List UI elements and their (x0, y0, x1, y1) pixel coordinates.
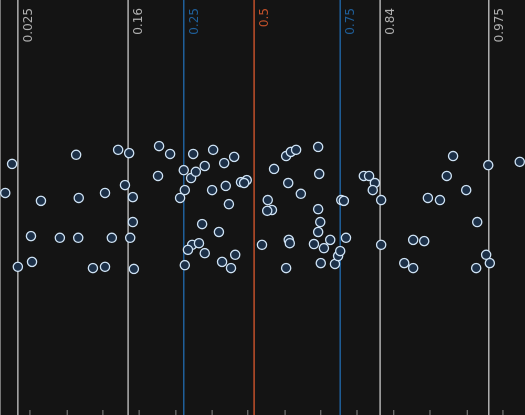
point (127, 191, 139, 203)
point (72, 232, 84, 244)
point (119, 179, 131, 191)
point (0, 187, 11, 199)
point (106, 232, 118, 244)
point (407, 234, 419, 246)
point (179, 184, 191, 196)
point (229, 249, 241, 261)
point (484, 257, 496, 269)
point (375, 194, 387, 206)
point (199, 160, 210, 172)
quantile-label: 0.25 (187, 8, 201, 35)
point (312, 226, 324, 238)
point (314, 216, 326, 228)
point (6, 158, 18, 170)
point (324, 234, 336, 246)
point (262, 194, 273, 206)
point (190, 166, 202, 178)
point (418, 235, 430, 247)
point (367, 184, 378, 196)
quantile-label: 0.16 (131, 8, 145, 35)
point (112, 144, 124, 156)
point (164, 148, 176, 160)
point (312, 141, 324, 153)
point (471, 216, 483, 228)
point (284, 237, 296, 249)
point (313, 168, 325, 180)
point (312, 203, 324, 215)
point (256, 239, 268, 251)
point (196, 218, 208, 230)
point (398, 257, 410, 269)
point (482, 159, 494, 171)
point (441, 170, 453, 182)
point (35, 195, 47, 207)
point (514, 156, 525, 168)
point (261, 205, 273, 217)
point (308, 238, 320, 250)
point (12, 261, 24, 273)
point (207, 144, 219, 156)
point (70, 149, 82, 161)
point (54, 232, 66, 244)
point (73, 192, 85, 204)
point (216, 256, 228, 268)
point (434, 194, 446, 206)
point (179, 259, 191, 271)
point (123, 147, 135, 159)
point (206, 184, 218, 196)
point (318, 242, 330, 254)
point (187, 148, 199, 160)
point (375, 239, 387, 251)
point (193, 237, 205, 249)
point (280, 262, 292, 274)
point (124, 232, 136, 244)
quantile-label: 0.75 (343, 8, 357, 35)
point (447, 150, 459, 162)
point (127, 216, 139, 228)
quantile-label: 0.5 (257, 8, 271, 27)
point (87, 262, 99, 274)
point (182, 244, 194, 256)
point (25, 230, 37, 242)
point (225, 262, 237, 274)
point (199, 247, 210, 259)
point (338, 195, 350, 207)
point (99, 187, 111, 199)
point (223, 198, 235, 210)
point (340, 232, 352, 244)
point (152, 170, 164, 182)
point (99, 261, 111, 273)
point (174, 192, 186, 204)
point (228, 151, 240, 163)
point (282, 177, 294, 189)
point (153, 140, 165, 152)
point (295, 188, 307, 200)
point (268, 163, 280, 175)
point (460, 184, 472, 196)
point (363, 170, 375, 182)
quantile-label: 0.84 (383, 8, 397, 35)
point (220, 180, 231, 192)
point (470, 262, 482, 274)
point (26, 256, 38, 268)
point (178, 164, 189, 176)
point (334, 245, 346, 257)
point (290, 144, 302, 156)
quantile-label: 0.025 (21, 8, 35, 42)
point (315, 257, 327, 269)
point (213, 226, 225, 238)
quantile-label: 0.975 (492, 8, 506, 42)
point (218, 157, 230, 169)
point (128, 263, 140, 275)
point (238, 177, 250, 189)
point (407, 262, 419, 274)
point (422, 192, 434, 204)
